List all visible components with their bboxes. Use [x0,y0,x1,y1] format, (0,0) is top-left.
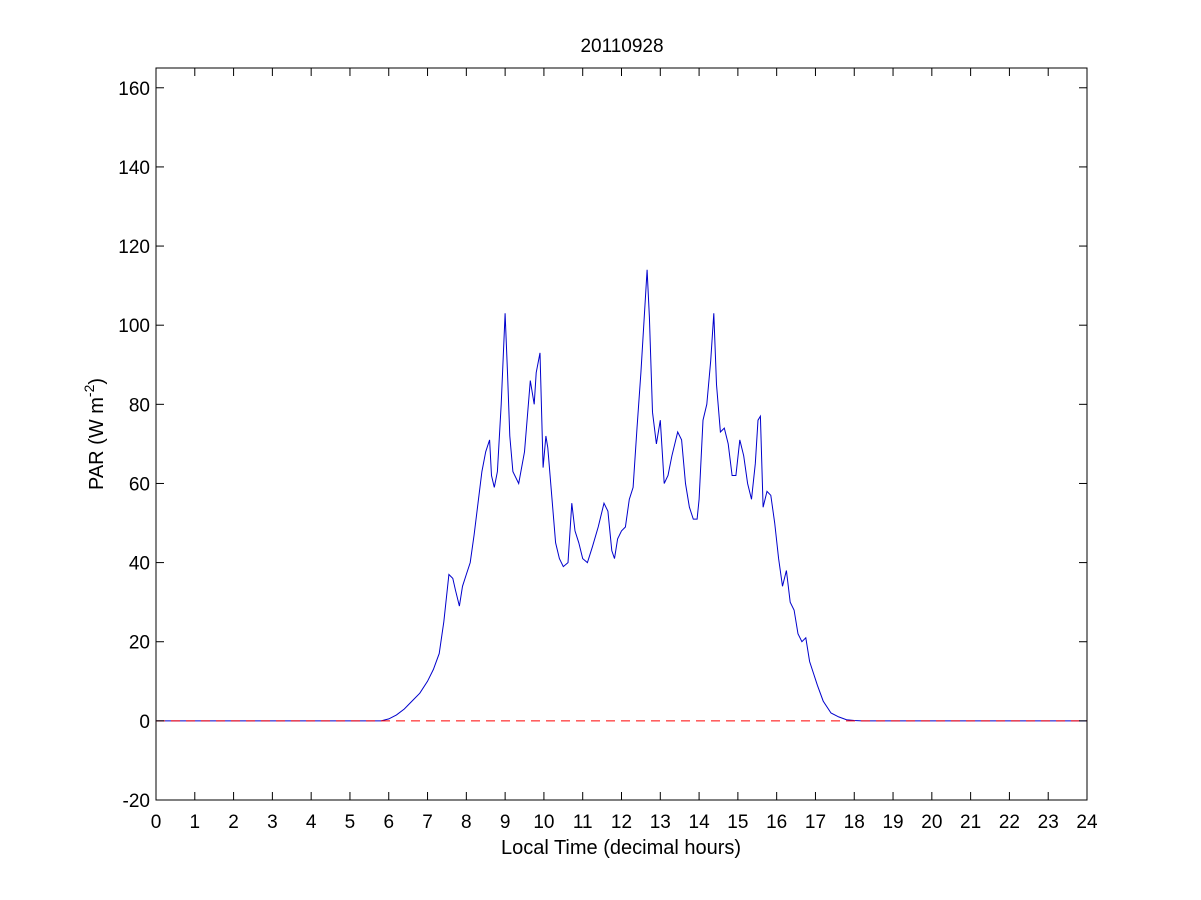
y-axis-title: PAR (W m-2) [81,378,108,490]
x-tick-label: 5 [345,812,356,833]
x-tick-label: 6 [383,812,394,833]
par-series-line [156,269,1087,722]
x-tick-label: 15 [727,812,748,833]
plot-area [155,67,1088,801]
x-tick-label: 4 [306,812,317,833]
x-tick-label: 11 [573,812,593,833]
x-tick-label: 10 [533,812,554,833]
y-axis-title-end: ) [86,378,108,385]
y-axis-ticks: -20 0 20 40 60 80 100 120 140 160 [118,79,1087,812]
y-tick-label: 20 [129,633,150,654]
y-axis-title-main: PAR (W m [86,397,108,490]
x-tick-label: 13 [650,812,671,833]
x-axis-title: Local Time (decimal hours) [501,837,741,859]
x-tick-label: 2 [228,812,239,833]
x-tick-label: 22 [999,812,1020,833]
chart-title: 20110928 [580,36,663,57]
x-tick-label: 17 [805,812,826,833]
y-tick-label: 160 [118,79,150,100]
x-tick-label: 9 [500,812,511,833]
x-tick-label: 16 [766,812,787,833]
x-tick-label: 20 [921,812,942,833]
y-tick-label: 0 [139,712,150,733]
x-tick-label: 23 [1038,812,1059,833]
x-tick-label: 19 [882,812,903,833]
y-tick-label: 140 [118,158,150,179]
x-tick-label: 3 [267,812,278,833]
series-layer [156,269,1087,722]
x-tick-label: 8 [461,812,472,833]
y-axis-title-superscript: -2 [81,384,97,397]
y-tick-label: 40 [129,554,150,575]
x-tick-label: 7 [422,812,433,833]
y-tick-label: 60 [129,474,150,495]
x-axis-ticks: 0 1 2 3 4 5 6 7 8 9 10 11 12 13 14 15 16 17 18 19 20 21 22 23 24 [151,68,1098,833]
x-tick-label: 0 [151,812,162,833]
y-tick-label: 100 [118,316,150,337]
y-tick-label: -20 [123,791,150,812]
x-tick-label: 14 [689,812,711,833]
x-tick-label: 1 [190,812,201,833]
x-tick-label: 24 [1076,812,1098,833]
y-tick-label: 120 [118,237,150,258]
x-tick-label: 21 [960,812,981,833]
x-tick-label: 12 [611,812,632,833]
y-tick-label: 80 [129,395,150,416]
x-tick-label: 18 [844,812,865,833]
